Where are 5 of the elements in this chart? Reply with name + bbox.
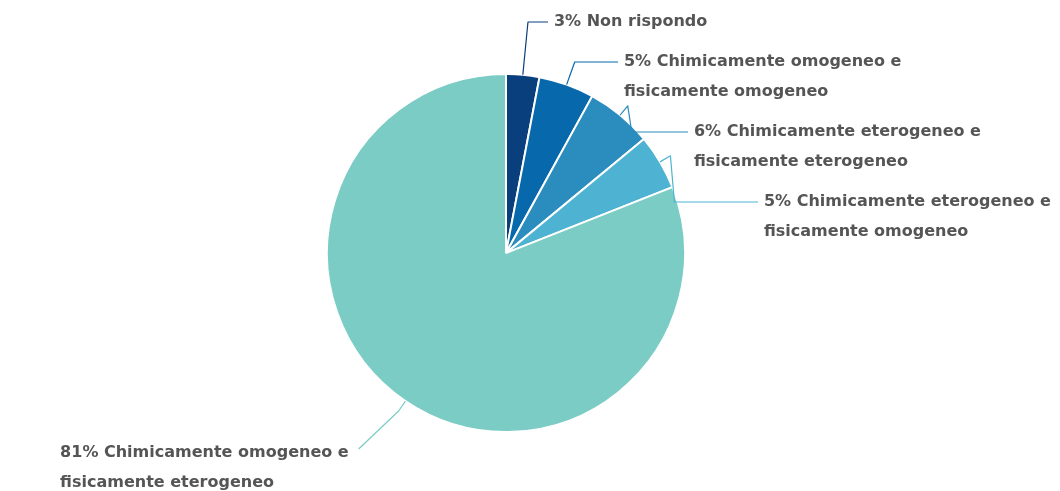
slice-label: 81% Chimicamente omogeneo e fisicamente eterogeneo bbox=[60, 442, 349, 491]
slice-label: 3% Non rispondo bbox=[553, 11, 708, 31]
slice-label: 6% Chimicamente eterogeneo e fisicamente eterogeneo bbox=[693, 121, 982, 171]
slice-label: 5% Chimicamente eterogeneo e fisicamente omogeneo bbox=[763, 191, 1052, 241]
slice-label: 5% Chimicamente omogeneo e fisicamente omogeneo bbox=[623, 51, 902, 101]
